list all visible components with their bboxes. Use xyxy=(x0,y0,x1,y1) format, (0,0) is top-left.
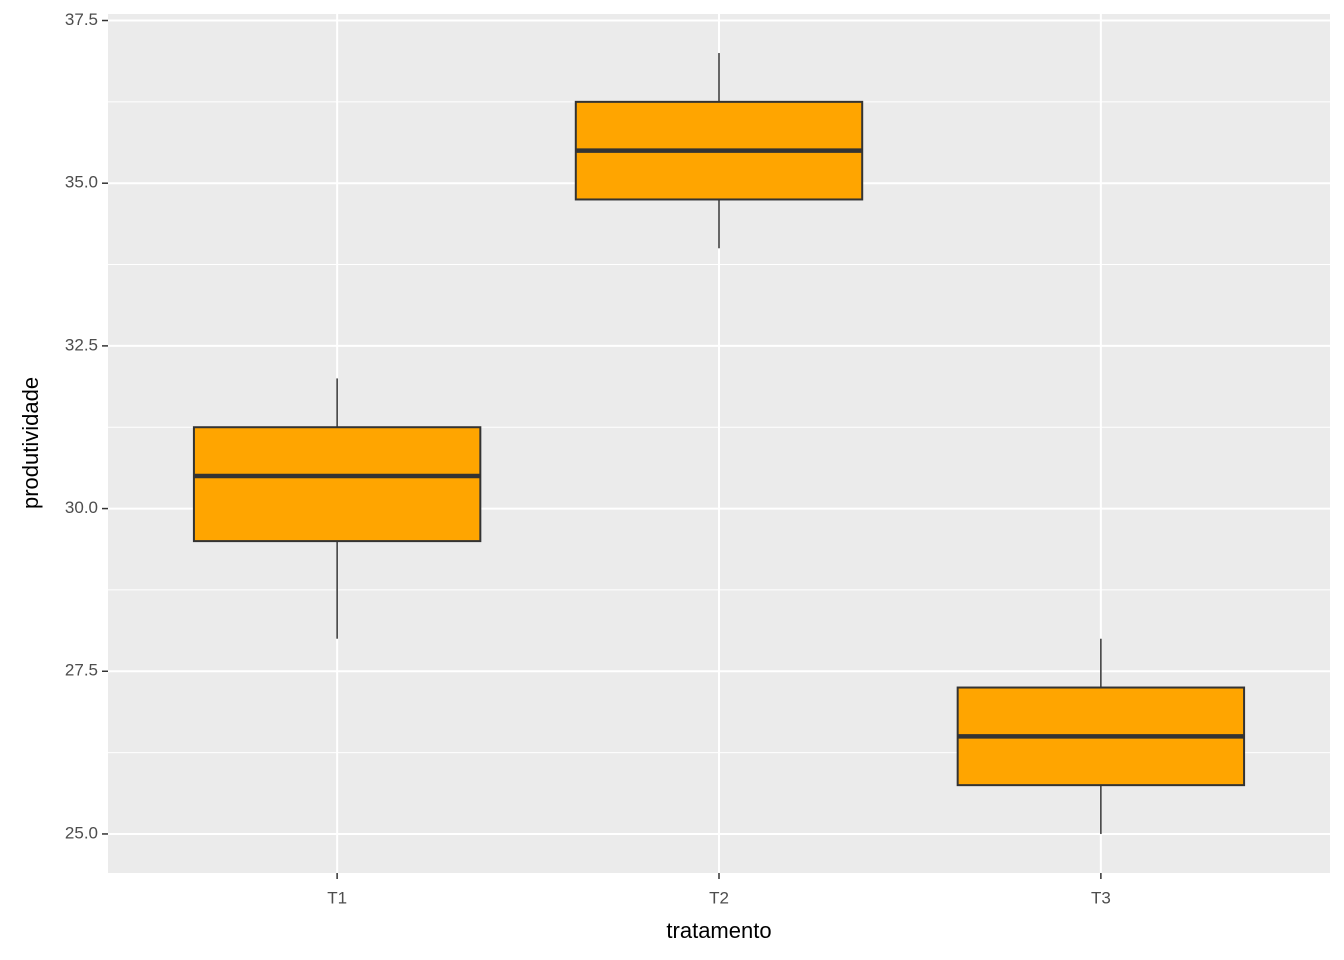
y-tick-label: 37.5 xyxy=(65,10,98,29)
y-tick-label: 27.5 xyxy=(65,661,98,680)
x-tick-label: T2 xyxy=(709,888,729,907)
x-tick-label: T1 xyxy=(327,888,347,907)
x-tick-label: T3 xyxy=(1091,888,1111,907)
y-tick-label: 25.0 xyxy=(65,823,98,842)
x-axis-title: tratamento xyxy=(666,918,771,943)
y-tick-label: 30.0 xyxy=(65,498,98,517)
box xyxy=(192,426,482,543)
y-tick-label: 35.0 xyxy=(65,173,98,192)
y-tick-label: 32.5 xyxy=(65,335,98,354)
y-axis-title: produtividade xyxy=(18,377,43,509)
